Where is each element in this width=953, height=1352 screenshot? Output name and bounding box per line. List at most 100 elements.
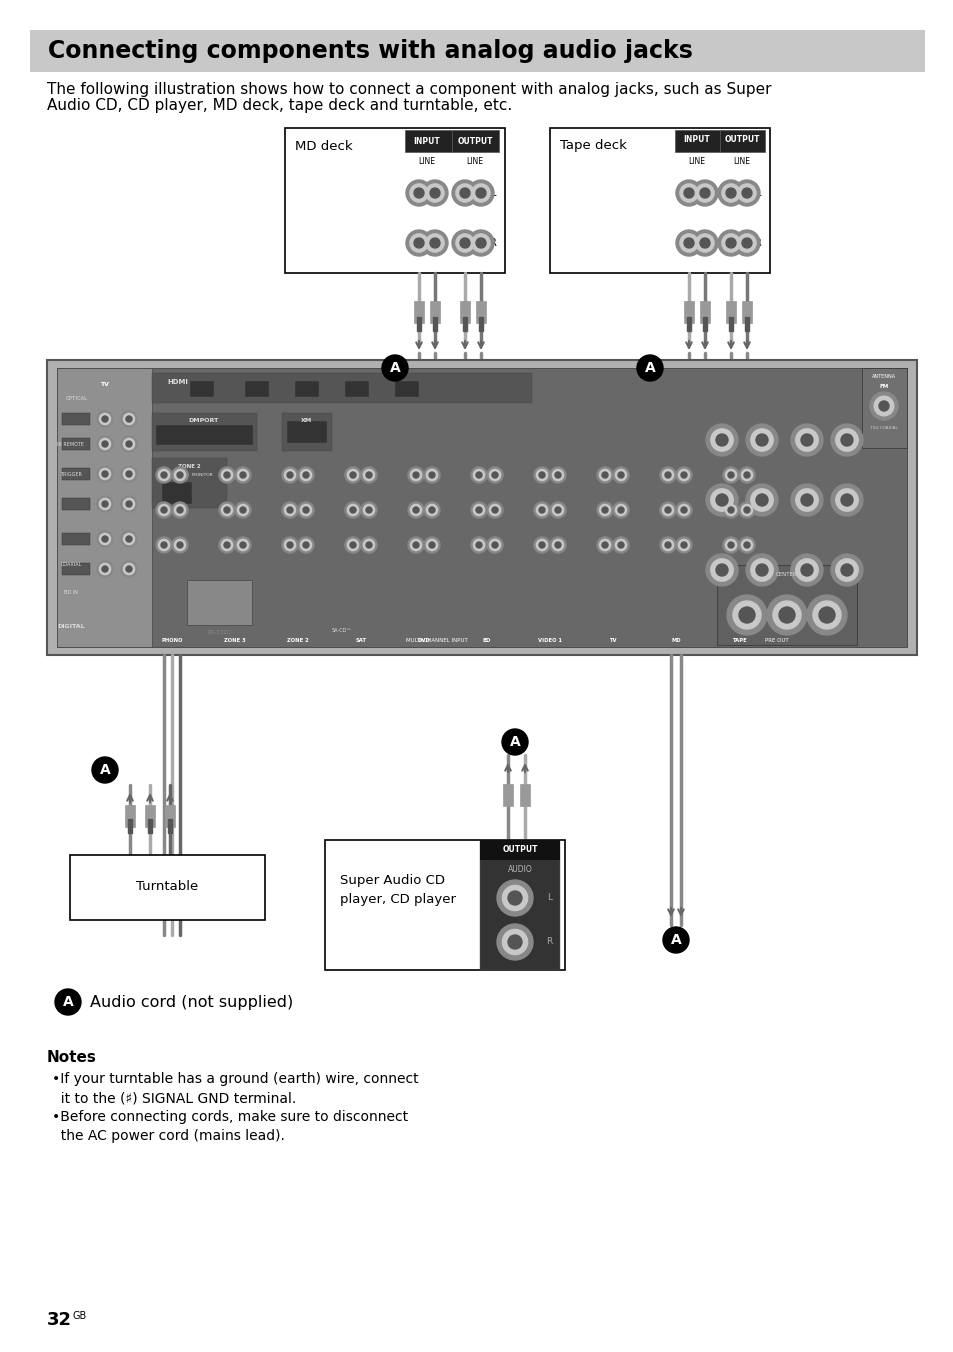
Circle shape — [743, 472, 749, 479]
Circle shape — [102, 502, 108, 507]
Circle shape — [489, 504, 500, 515]
Circle shape — [237, 539, 249, 550]
Circle shape — [486, 466, 502, 483]
Circle shape — [410, 504, 421, 515]
Circle shape — [177, 542, 183, 548]
Circle shape — [123, 564, 134, 575]
Bar — [452, 130, 498, 151]
Circle shape — [177, 472, 183, 479]
Circle shape — [123, 468, 134, 480]
Circle shape — [161, 542, 167, 548]
Text: ZONE 2: ZONE 2 — [177, 464, 200, 469]
Circle shape — [818, 607, 834, 623]
Circle shape — [123, 499, 134, 510]
Text: ANTENNA: ANTENNA — [871, 373, 895, 379]
Circle shape — [695, 184, 714, 201]
Text: HDMI: HDMI — [167, 379, 188, 385]
Circle shape — [743, 542, 749, 548]
Text: R: R — [490, 238, 497, 247]
Circle shape — [126, 566, 132, 572]
Circle shape — [345, 466, 360, 483]
Bar — [70, 854, 265, 919]
Circle shape — [161, 507, 167, 512]
Circle shape — [406, 180, 432, 206]
Text: •If your turntable has a ground (earth) wire, connect: •If your turntable has a ground (earth) … — [52, 1072, 418, 1086]
Circle shape — [363, 469, 375, 480]
Circle shape — [659, 502, 676, 518]
Circle shape — [126, 535, 132, 542]
Circle shape — [678, 504, 689, 515]
Circle shape — [598, 539, 610, 550]
Circle shape — [97, 411, 112, 427]
Circle shape — [710, 429, 733, 452]
Circle shape — [835, 489, 858, 511]
Circle shape — [718, 230, 743, 256]
Text: A: A — [389, 361, 400, 375]
Circle shape — [287, 507, 293, 512]
Circle shape — [662, 927, 688, 953]
Bar — [57, 368, 906, 648]
Circle shape — [473, 539, 484, 550]
Circle shape — [468, 230, 494, 256]
Circle shape — [240, 472, 246, 479]
Text: 32: 32 — [47, 1311, 71, 1329]
Circle shape — [869, 392, 897, 420]
Circle shape — [430, 188, 439, 197]
Bar — [62, 533, 90, 545]
Circle shape — [552, 539, 563, 550]
Bar — [479, 840, 559, 860]
Circle shape — [459, 188, 470, 197]
Circle shape — [743, 507, 749, 512]
Circle shape — [219, 466, 234, 483]
Circle shape — [345, 502, 360, 518]
Text: Connecting components with analog audio jacks: Connecting components with analog audio … — [48, 39, 692, 64]
Circle shape — [683, 188, 693, 197]
Circle shape — [303, 472, 309, 479]
Circle shape — [430, 238, 439, 247]
Circle shape — [452, 180, 477, 206]
Circle shape — [745, 554, 778, 585]
Circle shape — [716, 564, 727, 576]
Bar — [720, 130, 764, 151]
Bar — [47, 360, 916, 654]
Bar — [285, 128, 504, 273]
Circle shape — [716, 493, 727, 506]
Circle shape — [534, 466, 550, 483]
Circle shape — [740, 504, 752, 515]
Circle shape — [177, 507, 183, 512]
Circle shape — [174, 539, 186, 550]
Circle shape — [126, 470, 132, 477]
Circle shape — [471, 502, 486, 518]
Text: TV: TV — [609, 638, 617, 642]
Text: DIGITAL: DIGITAL — [57, 625, 85, 630]
Circle shape — [363, 539, 375, 550]
Circle shape — [724, 539, 736, 550]
Text: A: A — [670, 933, 680, 946]
Text: LINE: LINE — [466, 157, 483, 165]
Circle shape — [841, 493, 852, 506]
Circle shape — [661, 469, 673, 480]
Circle shape — [555, 542, 560, 548]
Circle shape — [801, 434, 812, 446]
Circle shape — [835, 429, 858, 452]
Text: OUTPUT: OUTPUT — [723, 134, 759, 143]
Circle shape — [550, 466, 565, 483]
Circle shape — [680, 472, 686, 479]
Circle shape — [806, 595, 846, 635]
Circle shape — [664, 507, 670, 512]
Circle shape — [240, 542, 246, 548]
Circle shape — [597, 537, 613, 553]
Circle shape — [830, 484, 862, 516]
Text: DVD: DVD — [417, 638, 430, 642]
Circle shape — [410, 184, 428, 201]
Bar — [686, 316, 690, 331]
Circle shape — [725, 238, 735, 247]
Circle shape — [691, 230, 718, 256]
Bar — [725, 301, 735, 323]
Bar — [702, 316, 706, 331]
Circle shape — [123, 438, 134, 450]
Circle shape — [121, 435, 137, 452]
Bar — [294, 381, 318, 397]
Circle shape — [710, 489, 733, 511]
Bar — [125, 804, 135, 827]
